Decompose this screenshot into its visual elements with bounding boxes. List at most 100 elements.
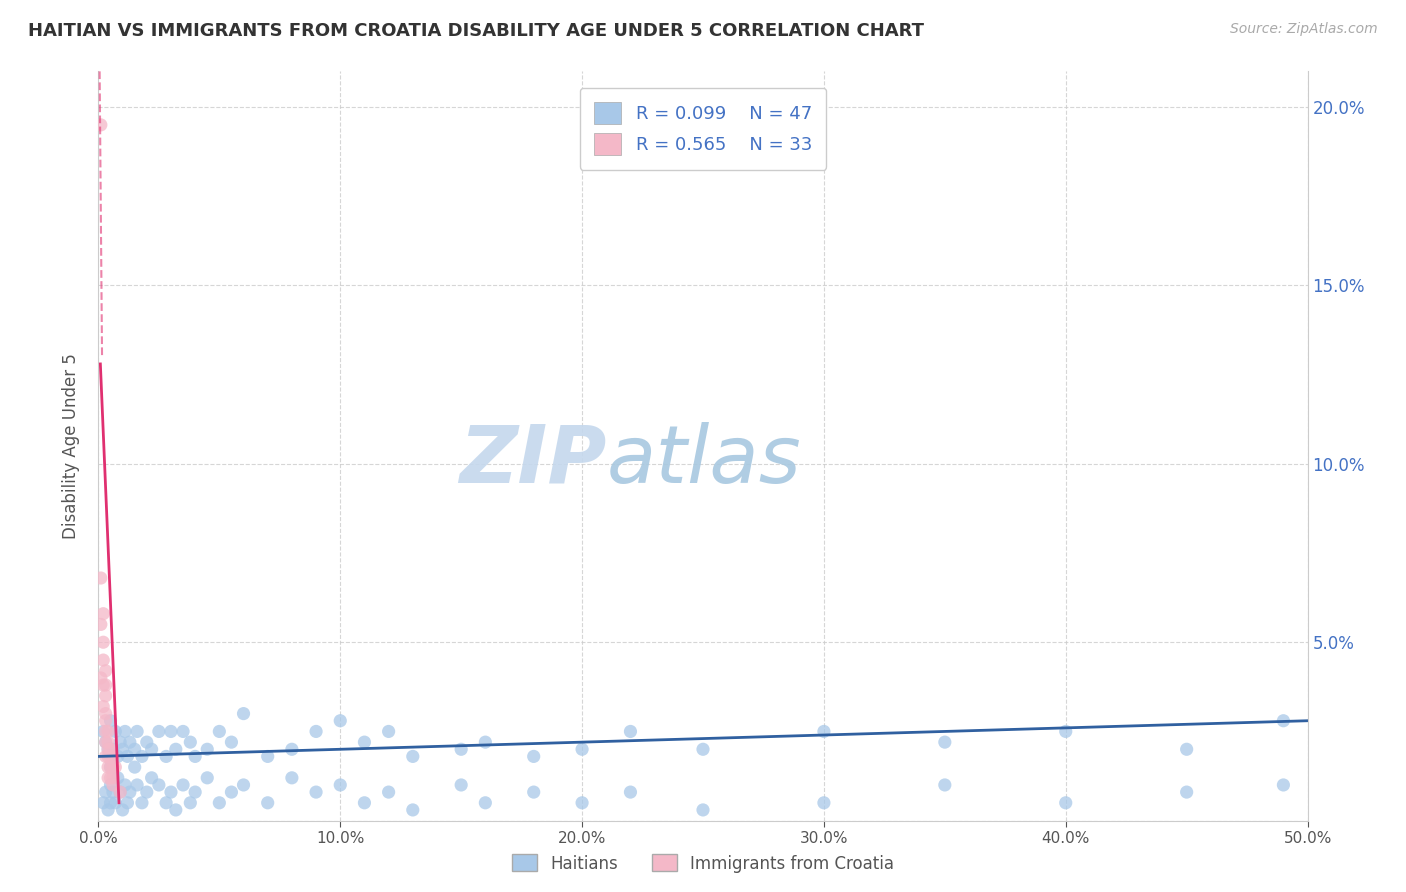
Point	[104, 724, 127, 739]
Point	[117, 796, 139, 810]
Point	[305, 724, 328, 739]
Point	[131, 749, 153, 764]
Point	[100, 742, 122, 756]
Point	[127, 724, 149, 739]
Point	[353, 735, 375, 749]
Point	[100, 760, 122, 774]
Point	[160, 785, 183, 799]
Point	[165, 803, 187, 817]
Point	[329, 714, 352, 728]
Point	[1175, 742, 1198, 756]
Point	[813, 796, 835, 810]
Text: HAITIAN VS IMMIGRANTS FROM CROATIA DISABILITY AGE UNDER 5 CORRELATION CHART: HAITIAN VS IMMIGRANTS FROM CROATIA DISAB…	[28, 22, 924, 40]
Point	[100, 749, 122, 764]
Point	[94, 689, 117, 703]
Point	[104, 760, 127, 774]
Point	[402, 749, 425, 764]
Point	[97, 749, 120, 764]
Point	[155, 749, 177, 764]
Point	[94, 724, 117, 739]
Point	[91, 699, 114, 714]
Point	[101, 760, 124, 774]
Point	[101, 742, 124, 756]
Point	[208, 796, 231, 810]
Point	[402, 803, 425, 817]
Point	[97, 742, 120, 756]
Y-axis label: Disability Age Under 5: Disability Age Under 5	[62, 353, 80, 539]
Point	[107, 771, 129, 785]
Point	[305, 785, 328, 799]
Point	[108, 735, 131, 749]
Point	[221, 735, 243, 749]
Point	[232, 778, 254, 792]
Point	[91, 796, 114, 810]
Point	[135, 785, 157, 799]
Point	[523, 785, 546, 799]
Point	[118, 735, 141, 749]
Point	[117, 749, 139, 764]
Point	[256, 796, 278, 810]
Point	[94, 664, 117, 678]
Point	[97, 735, 120, 749]
Point	[141, 742, 163, 756]
Point	[148, 778, 170, 792]
Point	[1175, 785, 1198, 799]
Point	[184, 785, 207, 799]
Point	[619, 724, 641, 739]
Point	[135, 735, 157, 749]
Point	[94, 749, 117, 764]
Point	[114, 724, 136, 739]
Point	[91, 724, 114, 739]
Point	[208, 724, 231, 739]
Point	[184, 749, 207, 764]
Point	[94, 714, 117, 728]
Point	[195, 771, 218, 785]
Point	[131, 796, 153, 810]
Point	[1054, 724, 1077, 739]
Point	[94, 678, 117, 692]
Point	[232, 706, 254, 721]
Point	[1054, 796, 1077, 810]
Text: Source: ZipAtlas.com: Source: ZipAtlas.com	[1230, 22, 1378, 37]
Point	[101, 778, 124, 792]
Point	[934, 735, 956, 749]
Point	[1272, 714, 1295, 728]
Point	[97, 771, 120, 785]
Point	[474, 796, 496, 810]
Point	[94, 735, 117, 749]
Point	[377, 785, 399, 799]
Point	[107, 749, 129, 764]
Point	[141, 771, 163, 785]
Point	[172, 778, 194, 792]
Point	[692, 803, 714, 817]
Point	[195, 742, 218, 756]
Point	[101, 771, 124, 785]
Point	[172, 724, 194, 739]
Point	[100, 771, 122, 785]
Point	[90, 118, 112, 132]
Point	[813, 724, 835, 739]
Point	[91, 678, 114, 692]
Point	[474, 735, 496, 749]
Point	[692, 742, 714, 756]
Point	[94, 735, 117, 749]
Point	[179, 796, 201, 810]
Point	[94, 785, 117, 799]
Point	[450, 778, 472, 792]
Point	[97, 760, 120, 774]
Point	[108, 785, 131, 799]
Point	[160, 724, 183, 739]
Point	[165, 742, 187, 756]
Point	[619, 785, 641, 799]
Point	[94, 706, 117, 721]
Point	[91, 653, 114, 667]
Point	[97, 742, 120, 756]
Point	[111, 742, 134, 756]
Point	[1272, 778, 1295, 792]
Point	[353, 796, 375, 810]
Point	[91, 635, 114, 649]
Point	[124, 742, 146, 756]
Legend: Haitians, Immigrants from Croatia: Haitians, Immigrants from Croatia	[506, 847, 900, 880]
Point	[91, 607, 114, 621]
Point	[97, 803, 120, 817]
